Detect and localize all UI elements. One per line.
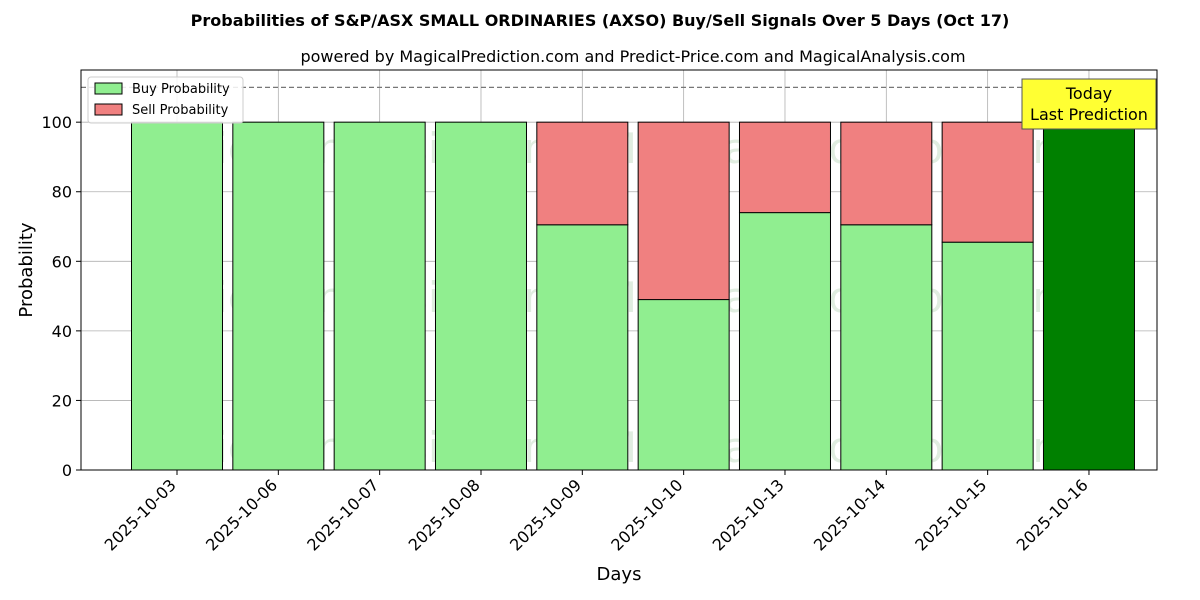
x-tick-label: 2025-10-16 [1013, 475, 1092, 554]
legend: Buy Probability Sell Probability [87, 76, 244, 124]
buy-bar [637, 299, 730, 471]
sell-bar [738, 121, 831, 214]
sell-bar [536, 121, 629, 226]
today-annotation: Today Last Prediction [1021, 78, 1157, 130]
x-tick-label: 2025-10-08 [405, 475, 484, 554]
y-tick-label: 0 [62, 461, 72, 480]
x-tick-label: 2025-10-13 [709, 475, 788, 554]
y-tick-label: 40 [52, 322, 72, 341]
buy-bar [536, 224, 629, 471]
buy-bar [434, 121, 527, 471]
buy-bar [131, 121, 223, 471]
chart-title: Probabilities of S&P/ASX SMALL ORDINARIE… [191, 11, 1010, 30]
buy-bar [1042, 121, 1135, 471]
legend-swatch-sell [94, 103, 123, 116]
sell-bar [637, 121, 730, 301]
x-axis-label: Days [597, 564, 642, 585]
y-axis-label: Probability [16, 222, 37, 317]
annotation-line2: Last Prediction [1030, 105, 1148, 124]
legend-label-buy: Buy Probability [132, 82, 230, 97]
bars [131, 121, 1135, 471]
x-tick-label: 2025-10-07 [303, 475, 382, 554]
annotation-box [1021, 78, 1157, 130]
legend-label-sell: Sell Probability [132, 103, 229, 118]
annotation-line1: Today [1065, 84, 1112, 103]
legend-swatch-buy [94, 82, 123, 95]
x-tick-label: 2025-10-15 [911, 475, 990, 554]
y-tick-label: 60 [52, 252, 72, 271]
y-tick-label: 100 [41, 113, 72, 132]
x-tick-label: 2025-10-14 [810, 475, 889, 554]
buy-bar [738, 212, 831, 471]
chart-subtitle: powered by MagicalPrediction.com and Pre… [300, 47, 965, 66]
legend-box [87, 76, 244, 124]
plot-frame [80, 69, 1158, 471]
buy-bar [232, 121, 325, 471]
sell-bar [941, 121, 1034, 243]
x-tick-label: 2025-10-03 [101, 475, 180, 554]
sell-bar [840, 121, 933, 226]
y-tick-label: 80 [52, 183, 72, 202]
x-tick-label: 2025-10-06 [202, 475, 281, 554]
y-tick-label: 20 [52, 391, 72, 410]
x-tick-label: 2025-10-10 [607, 475, 686, 554]
buy-bar [840, 224, 933, 471]
buy-bar [941, 241, 1034, 471]
x-tick-label: 2025-10-09 [506, 475, 585, 554]
buy-bar [333, 121, 426, 471]
